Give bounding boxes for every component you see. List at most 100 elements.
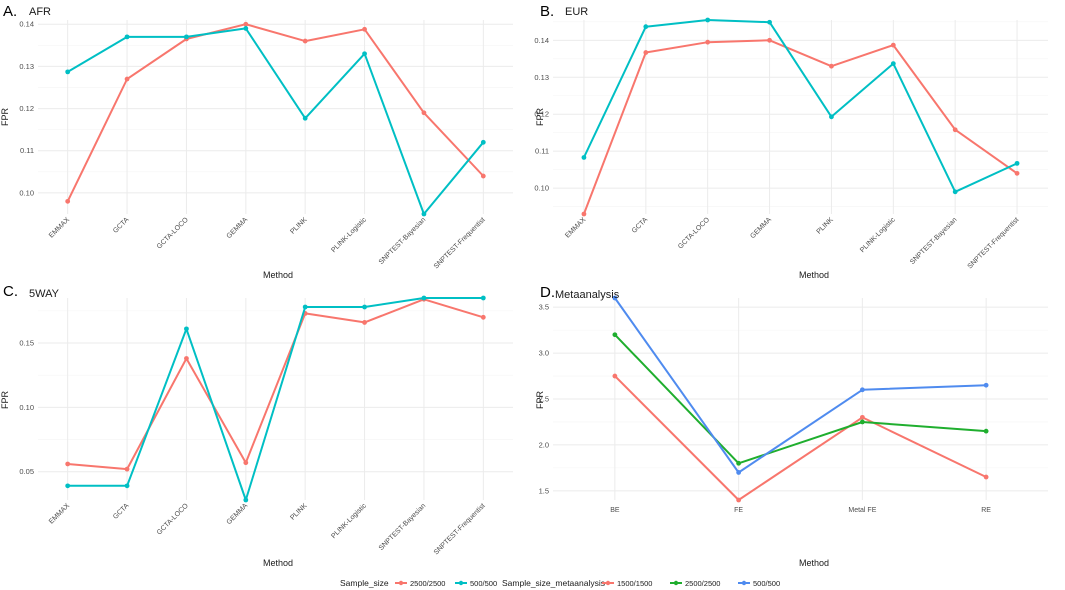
data-point bbox=[829, 114, 834, 120]
data-point bbox=[767, 19, 772, 25]
y-tick-label: 0.13 bbox=[19, 62, 34, 71]
data-point bbox=[1014, 160, 1020, 166]
data-point bbox=[859, 419, 865, 425]
x-tick-label: GEMMA bbox=[226, 502, 250, 526]
series-line-1500/1500 bbox=[614, 375, 987, 501]
x-axis-title: Method bbox=[263, 558, 293, 568]
x-tick-label: EMMAX bbox=[48, 216, 71, 239]
data-point bbox=[705, 17, 711, 23]
x-tick-label: GEMMA bbox=[226, 216, 250, 240]
legend-key-point bbox=[673, 580, 679, 586]
data-point bbox=[983, 428, 989, 434]
series-line-500/500 bbox=[614, 297, 987, 474]
x-tick-label: SNPTEST-Bayesian bbox=[378, 502, 428, 552]
legend-group-2: Sample_size_metaanalysis 1500/1500 2500/25… bbox=[502, 578, 780, 588]
data-point bbox=[890, 42, 896, 48]
data-point bbox=[362, 304, 367, 310]
data-point bbox=[124, 483, 130, 489]
data-point bbox=[124, 34, 130, 40]
y-tick-label: 2.0 bbox=[539, 440, 549, 449]
data-point bbox=[421, 295, 427, 301]
data-point bbox=[736, 470, 742, 475]
legend-label: 500/500 bbox=[470, 579, 497, 588]
x-tick-label: GCTA bbox=[112, 502, 131, 521]
panel-A: 0.10 0.11 0.12 0.13 0.14 EMMAX GCTA GCTA-LOCO GE… bbox=[0, 3, 513, 280]
legend-key-point bbox=[605, 580, 611, 586]
legend-key-point bbox=[398, 580, 404, 586]
x-axis-title: Method bbox=[799, 558, 829, 568]
data-point bbox=[124, 466, 130, 472]
panel-letter: A. bbox=[3, 3, 17, 20]
y-axis-title: FPR bbox=[535, 107, 545, 126]
data-point bbox=[302, 38, 308, 44]
series-line-2500/2500 bbox=[67, 298, 484, 471]
series-line-2500/2500 bbox=[582, 39, 1018, 215]
legend-title: Sample_size_metaanalysis bbox=[502, 578, 605, 588]
series-line-500/500 bbox=[67, 297, 484, 501]
x-tick-label: SNPTEST-Frequentist bbox=[433, 502, 487, 556]
x-tick-label: Metal FE bbox=[848, 507, 876, 514]
data-point bbox=[243, 21, 249, 27]
x-tick-label: GCTA-LOCO bbox=[156, 502, 190, 536]
legend-label: 2500/2500 bbox=[685, 579, 720, 588]
data-point bbox=[983, 382, 989, 388]
y-axis-title: FPR bbox=[0, 107, 10, 126]
data-point bbox=[612, 332, 618, 338]
data-point bbox=[362, 51, 367, 57]
panel-title: EUR bbox=[565, 6, 588, 18]
series-line-500/500 bbox=[582, 19, 1018, 193]
data-point bbox=[124, 76, 130, 82]
x-tick-label: BE bbox=[610, 507, 620, 514]
data-point bbox=[421, 110, 427, 116]
data-point bbox=[612, 373, 618, 379]
y-tick-label: 0.10 bbox=[19, 403, 34, 412]
data-point bbox=[480, 173, 486, 179]
x-tick-label: PLINK-Logistic bbox=[330, 216, 368, 254]
series-line-2500/2500 bbox=[66, 23, 485, 202]
y-tick-label: 0.12 bbox=[534, 110, 549, 119]
panel-letter: D. bbox=[540, 284, 555, 301]
data-point bbox=[243, 497, 249, 503]
y-tick-label: 1.5 bbox=[539, 486, 549, 495]
legend-key-point bbox=[458, 580, 464, 586]
data-point bbox=[952, 127, 958, 133]
legend-title: Sample_size bbox=[340, 578, 389, 588]
series-line-500/500 bbox=[67, 27, 485, 215]
x-tick-label: PLINK-Logistic bbox=[330, 502, 368, 540]
data-point bbox=[184, 34, 189, 40]
data-point bbox=[767, 37, 772, 43]
data-point bbox=[184, 326, 189, 332]
data-point bbox=[612, 295, 618, 301]
y-tick-label: 3.5 bbox=[539, 303, 549, 312]
x-tick-label: EMMAX bbox=[48, 502, 71, 525]
data-point bbox=[480, 295, 486, 301]
x-tick-label: GCTA bbox=[631, 216, 650, 235]
data-point bbox=[952, 189, 958, 195]
x-axis-title: Method bbox=[799, 270, 829, 280]
y-tick-label: 0.05 bbox=[19, 467, 34, 476]
panel-title: Metaanalysis bbox=[555, 289, 620, 301]
data-point bbox=[859, 414, 865, 420]
x-tick-label: SNPTEST-Bayesian bbox=[378, 216, 428, 266]
x-axis-title: Method bbox=[263, 270, 293, 280]
legend: Sample_size 2500/2500 500/500 Sample_size_m… bbox=[340, 578, 780, 588]
data-point bbox=[243, 26, 249, 31]
data-point bbox=[65, 69, 71, 75]
data-point bbox=[302, 304, 308, 310]
panel-title: 5WAY bbox=[29, 288, 60, 300]
panel-letter: B. bbox=[540, 3, 554, 20]
data-point bbox=[302, 115, 308, 121]
y-tick-label: 0.15 bbox=[19, 339, 34, 348]
data-point bbox=[859, 387, 865, 393]
x-tick-label: GCTA bbox=[112, 216, 131, 235]
data-point bbox=[65, 483, 71, 489]
panel-D: 1.5 2.0 2.5 3.0 3.5 BE FE Metal FE RE D. Metaanaly… bbox=[535, 284, 1048, 568]
data-point bbox=[736, 497, 742, 503]
panel-B: 0.10 0.11 0.12 0.13 0.14 EMMAX GCTA GCTA-LOCO GE… bbox=[534, 3, 1048, 280]
legend-label: 2500/2500 bbox=[410, 579, 445, 588]
x-tick-label: GCTA-LOCO bbox=[677, 216, 711, 250]
data-point bbox=[829, 63, 834, 69]
data-point bbox=[362, 26, 367, 32]
y-axis-title: FPR bbox=[0, 390, 10, 409]
